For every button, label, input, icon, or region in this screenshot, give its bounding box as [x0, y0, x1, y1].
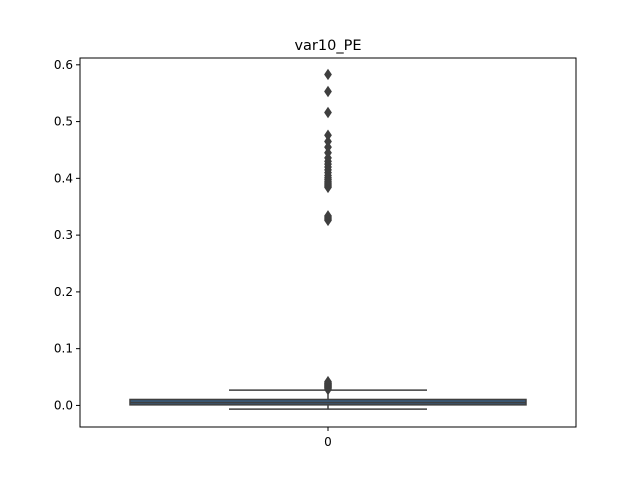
y-tick-label: 0.5 — [54, 115, 73, 129]
x-tick-label: 0 — [324, 435, 332, 449]
y-tick-label: 0.2 — [54, 285, 73, 299]
y-axis: 0.0 0.1 0.2 0.3 0.4 0.5 0.6 — [54, 58, 80, 412]
plot-area — [129, 68, 527, 410]
outlier-point — [324, 375, 332, 388]
outlier-point — [324, 106, 332, 119]
y-tick-label: 0.6 — [54, 58, 73, 72]
y-tick-label: 0.1 — [54, 342, 73, 356]
y-tick-label: 0.3 — [54, 228, 73, 242]
outlier-point — [324, 68, 332, 81]
outlier-point — [324, 135, 332, 148]
x-axis: 0 — [324, 427, 332, 449]
outlier-point — [324, 85, 332, 98]
y-tick-label: 0.0 — [54, 398, 73, 412]
axes-frame — [79, 57, 577, 428]
chart-title: var10_PE — [294, 38, 361, 54]
outlier-point — [324, 210, 332, 222]
y-tick-label: 0.4 — [54, 171, 73, 185]
outlier-point — [324, 129, 332, 141]
